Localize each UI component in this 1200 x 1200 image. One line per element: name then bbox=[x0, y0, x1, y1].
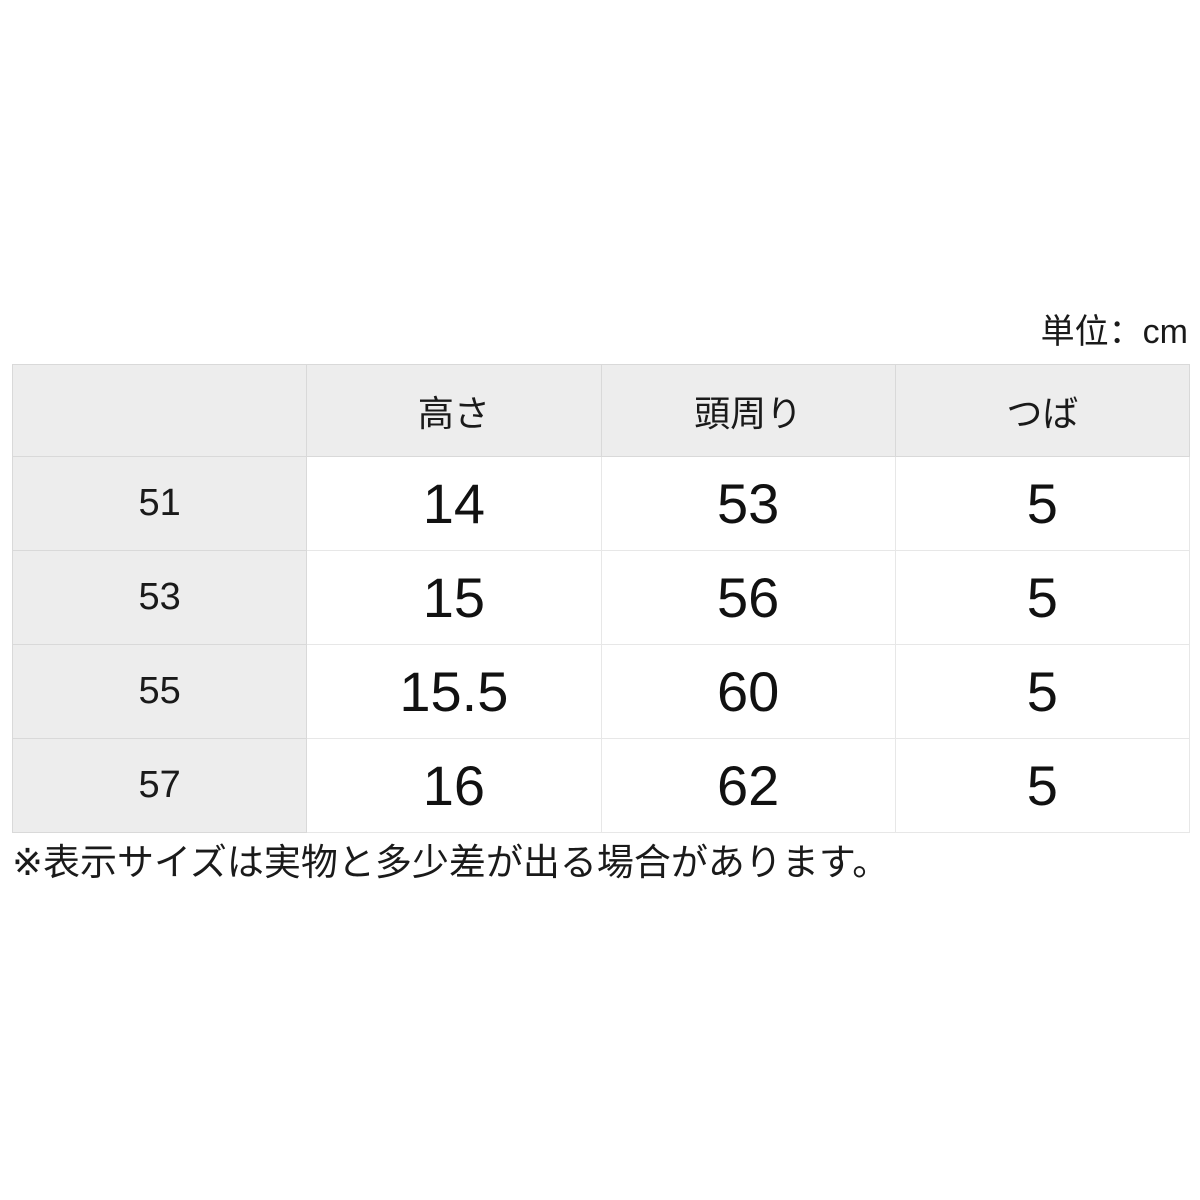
cell-height: 15 bbox=[306, 550, 602, 645]
row-header-size: 55 bbox=[11, 644, 308, 739]
cell-head-circumference: 56 bbox=[600, 550, 896, 645]
header-cell-head-circumference: 頭周り bbox=[600, 364, 896, 457]
cell-brim: 5 bbox=[894, 550, 1191, 645]
header-cell-size bbox=[11, 364, 308, 457]
size-table: 高さ 頭周り つば 51 14 53 5 53 15 56 5 55 15.5 … bbox=[11, 364, 1191, 833]
cell-head-circumference: 62 bbox=[600, 738, 896, 833]
size-note: ※表示サイズは実物と多少差が出る場合があります。 bbox=[12, 842, 890, 883]
cell-height: 16 bbox=[306, 738, 602, 833]
cell-head-circumference: 53 bbox=[600, 456, 896, 551]
table-row: 51 14 53 5 bbox=[11, 456, 1191, 551]
row-header-size: 57 bbox=[11, 738, 308, 833]
unit-label: 単位：cm bbox=[1040, 313, 1188, 351]
table-header-row: 高さ 頭周り つば bbox=[11, 364, 1191, 457]
cell-height: 14 bbox=[306, 456, 602, 551]
row-header-size: 53 bbox=[11, 550, 308, 645]
header-cell-brim: つば bbox=[894, 364, 1191, 457]
cell-height: 15.5 bbox=[306, 644, 602, 739]
table-row: 53 15 56 5 bbox=[11, 550, 1191, 645]
cell-brim: 5 bbox=[894, 456, 1191, 551]
cell-brim: 5 bbox=[894, 644, 1191, 739]
row-header-size: 51 bbox=[11, 456, 308, 551]
cell-head-circumference: 60 bbox=[600, 644, 896, 739]
table-row: 55 15.5 60 5 bbox=[11, 644, 1191, 739]
cell-brim: 5 bbox=[894, 738, 1191, 833]
header-cell-height: 高さ bbox=[306, 364, 602, 457]
table-row: 57 16 62 5 bbox=[11, 738, 1191, 833]
